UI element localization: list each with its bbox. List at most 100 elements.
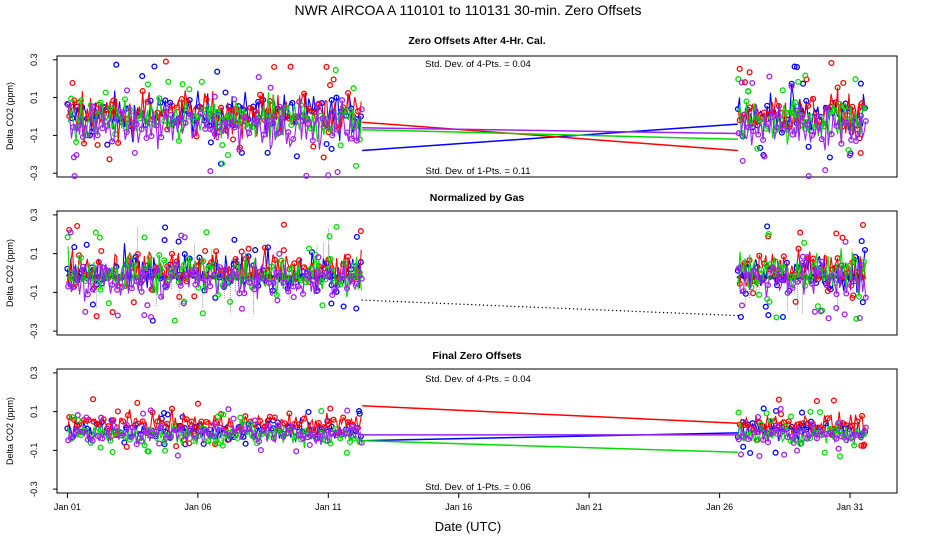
data-point [102,114,109,121]
outlier-point [326,233,333,240]
outlier-point [102,89,109,96]
outlier-point [121,439,128,446]
outlier-point [761,153,768,160]
outlier-point [68,95,75,102]
outlier-point [330,76,337,83]
data-point [792,272,799,279]
outlier-point [778,411,785,418]
normalized-trend-point [627,310,629,312]
data-point [261,423,269,430]
outlier-point [735,76,742,83]
normalized-trend-point [588,308,590,311]
outlier-point [850,292,857,299]
data-point [128,285,135,292]
outlier-point [826,154,833,161]
y-axis-label: Delta CO2 (ppm) [5,239,15,307]
data-point [139,88,146,95]
data-point [750,426,757,433]
data-point [745,124,752,131]
normalized-trend-point [565,307,567,310]
data-point [271,256,278,263]
normalized-trend-point [533,306,536,308]
plot-frame [56,368,898,494]
outlier-point [805,173,812,180]
data-point [794,426,801,433]
data-point [831,107,838,114]
data-point [290,423,297,430]
outlier-point [252,247,259,254]
outlier-point [791,63,798,70]
outlier-point [203,229,210,236]
data-point [202,277,209,284]
data-point [99,435,106,442]
data-point [799,112,806,119]
data-point [123,421,130,429]
data-point [862,294,869,301]
outlier-point [775,396,782,403]
data-point [839,419,846,427]
series-line [67,90,362,144]
data-point [214,291,222,298]
outlier-point [173,443,180,450]
outlier-point [845,146,852,154]
data-point [246,279,253,286]
outlier-point [161,237,168,244]
outlier-point [69,79,76,87]
data-point [309,278,316,285]
data-point [234,105,241,112]
normalized-trend-point [580,308,582,310]
outlier-point [857,80,864,87]
y-axis: -0.3 -0.1 0.1 0.3 [29,209,57,339]
data-point [158,134,165,141]
data-point [172,118,179,125]
normalized-trend-point [651,311,653,313]
y-tick-label: 0.1 [29,91,39,104]
outlier-point [859,299,866,306]
outlier-point [821,449,828,456]
data-point [226,432,233,439]
data-point [805,102,812,109]
data-point [203,96,210,103]
plot-frame [56,210,898,336]
normalized-trend-point [381,300,383,302]
stat-std-dev-4pts: Std. Dev. of 4-Pts. = 0.04 [425,59,531,70]
outlier-point [836,453,844,460]
data-point [197,110,204,117]
data-point [760,436,767,443]
outlier-point [74,412,81,419]
data-point [290,136,297,143]
outlier-point [114,312,121,319]
y-tick-label: 0.3 [29,367,39,380]
outlier-point [171,317,178,324]
normalized-trend-point [428,302,430,304]
data-point [115,139,122,146]
outlier-point [83,241,90,248]
data-point [246,426,253,433]
data-point [246,130,253,137]
outlier-point [765,230,772,238]
data-point [358,275,365,282]
data-point [307,265,314,272]
data-point [328,97,335,104]
plot-frame [56,55,898,178]
outlier-point [225,406,232,413]
data-point [343,430,351,437]
outlier-point [140,410,147,417]
outlier-point [178,232,185,239]
data-point [299,118,307,125]
normalized-trend-point [541,306,543,309]
outlier-point [852,76,859,83]
data-point [305,105,313,112]
data-point [764,439,772,446]
outlier-point [293,153,300,160]
y-tick-label: -0.1 [29,443,39,459]
data-point [221,430,228,437]
outlier-point [242,440,249,447]
outlier-point [857,149,864,157]
normalized-trend-point [435,302,438,304]
outlier-point [839,234,846,241]
data-point [836,100,843,108]
data-point [348,273,355,280]
data-point [205,264,212,271]
normalized-trend-point [502,305,504,307]
